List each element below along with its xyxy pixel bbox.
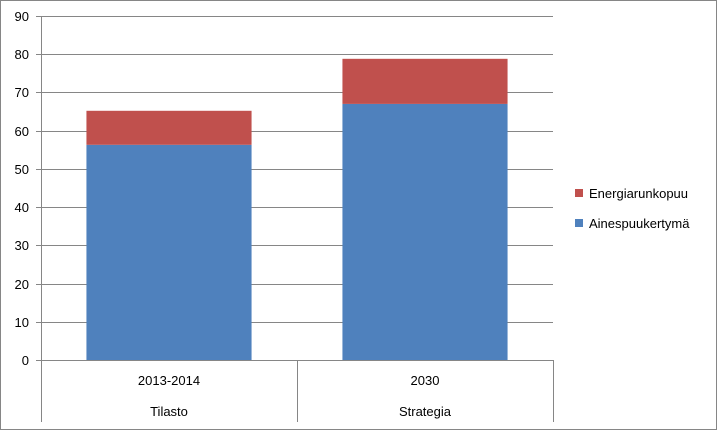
bar-segment	[342, 58, 508, 104]
legend: Energiarunkopuu Ainespuukertymä	[575, 186, 690, 231]
y-tick-label: 80	[15, 47, 29, 62]
x-group-label: Tilasto	[150, 404, 188, 419]
y-tick-label: 50	[15, 162, 29, 177]
bars	[86, 58, 508, 361]
y-tick-label: 0	[22, 353, 29, 368]
bar-segment	[86, 144, 252, 360]
y-tick-label: 10	[15, 315, 29, 330]
y-tick-label: 60	[15, 124, 29, 139]
x-category-label: 2030	[411, 373, 440, 388]
legend-label: Energiarunkopuu	[589, 186, 688, 201]
legend-label: Ainespuukertymä	[589, 216, 690, 231]
y-tick-label: 40	[15, 200, 29, 215]
y-tick-label: 70	[15, 85, 29, 100]
legend-swatch	[575, 219, 583, 227]
y-tick-label: 30	[15, 238, 29, 253]
y-tick-label: 90	[15, 9, 29, 24]
legend-swatch	[575, 189, 583, 197]
x-group-label: Strategia	[399, 404, 452, 419]
x-category-labels: 2013-2014 Tilasto 2030 Strategia	[138, 373, 452, 419]
x-category-label: 2013-2014	[138, 373, 200, 388]
axes	[36, 16, 554, 422]
y-tick-label: 20	[15, 277, 29, 292]
bar-segment	[86, 110, 252, 145]
bar-segment	[342, 103, 508, 361]
y-tick-labels: 0 10 20 30 40 50 60 70 80 90	[15, 9, 29, 368]
